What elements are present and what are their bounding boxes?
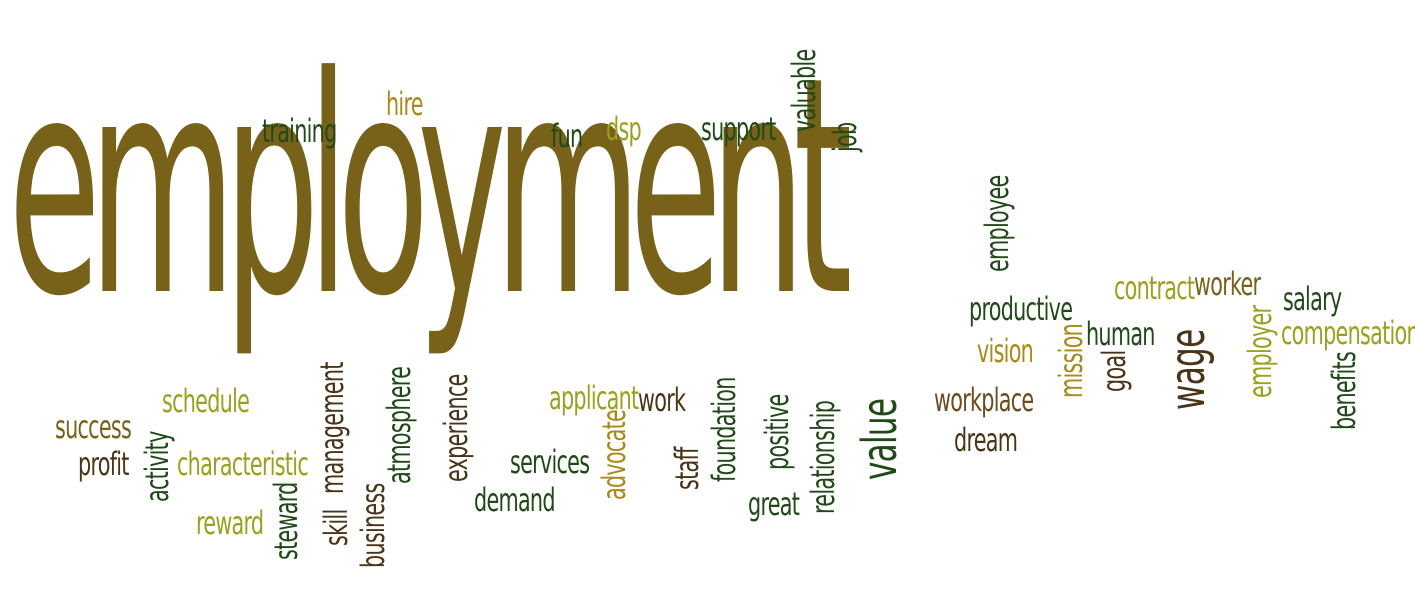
word-skill: skill: [317, 509, 355, 546]
word-great: great: [748, 485, 800, 523]
word-reward: reward: [196, 504, 264, 542]
word-schedule: schedule: [162, 382, 250, 420]
word-contract: contract: [1114, 269, 1195, 307]
word-value: value: [852, 398, 908, 480]
word-atmosphere: atmosphere: [380, 366, 418, 484]
word-vision: vision: [977, 332, 1034, 370]
word-benefits: benefits: [1325, 351, 1363, 430]
word-positive: positive: [758, 394, 796, 470]
word-training: training: [262, 112, 337, 150]
word-relationship: relationship: [804, 400, 842, 514]
word-staff: staff: [668, 447, 706, 490]
word-employee: employee: [978, 175, 1016, 272]
word-profit: profit: [78, 445, 129, 483]
word-fun: fun: [551, 117, 583, 155]
word-support: support: [701, 110, 776, 148]
word-mission: mission: [1052, 323, 1090, 398]
word-workplace: workplace: [934, 381, 1034, 419]
word-goal: goal: [1095, 350, 1133, 392]
word-employment: employment: [8, 13, 853, 362]
word-services: services: [510, 443, 590, 481]
word-human: human: [1086, 315, 1155, 353]
word-dsp: dsp: [606, 110, 642, 148]
word-steward: steward: [267, 482, 305, 560]
word-hire: hire: [386, 85, 424, 123]
word-applicant: applicant: [549, 379, 639, 417]
word-job: job: [826, 122, 864, 152]
word-compensation: compensation: [1281, 314, 1415, 352]
word-management: management: [313, 362, 351, 494]
word-productive: productive: [969, 290, 1073, 328]
word-work: work: [638, 381, 686, 419]
word-employer: employer: [1241, 305, 1279, 398]
word-salary: salary: [1283, 280, 1342, 318]
word-experience: experience: [437, 374, 475, 482]
word-characteristic: characteristic: [177, 445, 309, 483]
word-activity: activity: [138, 431, 176, 502]
word-success: success: [55, 408, 132, 446]
word-advocate: advocate: [595, 409, 633, 500]
word-worker: worker: [1194, 265, 1261, 303]
word-foundation: foundation: [705, 377, 743, 482]
word-valuable: valuable: [785, 49, 823, 132]
word-dream: dream: [954, 421, 1018, 459]
word-wage: wage: [1160, 329, 1216, 410]
word-business: business: [354, 483, 392, 568]
word-demand: demand: [474, 481, 556, 519]
